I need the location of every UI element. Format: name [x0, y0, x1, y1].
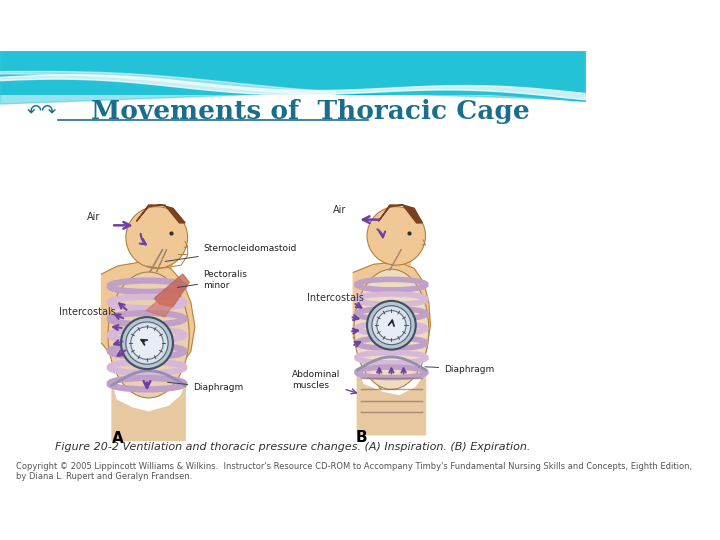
- Polygon shape: [354, 262, 431, 389]
- Text: Movements of  Thoracic Cage: Movements of Thoracic Cage: [91, 99, 529, 124]
- Text: Air: Air: [86, 212, 100, 221]
- Text: Diaphragm: Diaphragm: [425, 364, 495, 374]
- Polygon shape: [379, 205, 422, 223]
- Polygon shape: [102, 262, 195, 392]
- Polygon shape: [357, 370, 426, 435]
- Text: Air: Air: [333, 205, 346, 215]
- Text: Diaphragm: Diaphragm: [168, 382, 243, 392]
- Polygon shape: [136, 205, 185, 223]
- Polygon shape: [112, 386, 185, 441]
- Ellipse shape: [354, 269, 429, 389]
- Circle shape: [372, 306, 411, 345]
- Circle shape: [121, 317, 173, 369]
- Circle shape: [131, 327, 163, 359]
- Text: Intercostals: Intercostals: [307, 293, 364, 303]
- FancyBboxPatch shape: [0, 91, 585, 489]
- Text: ↶↷: ↶↷: [27, 102, 57, 120]
- Circle shape: [126, 207, 188, 268]
- Circle shape: [126, 322, 168, 364]
- Text: Abdominal
muscles: Abdominal muscles: [292, 370, 356, 394]
- Polygon shape: [146, 286, 181, 317]
- Text: Sternocleidomastoid: Sternocleidomastoid: [165, 244, 297, 261]
- Polygon shape: [142, 254, 174, 272]
- Circle shape: [367, 207, 426, 265]
- Text: B: B: [356, 430, 367, 445]
- Circle shape: [377, 310, 406, 340]
- Polygon shape: [154, 274, 189, 307]
- FancyBboxPatch shape: [0, 51, 585, 96]
- Ellipse shape: [108, 272, 189, 398]
- Text: Pectoralis
minor: Pectoralis minor: [177, 271, 247, 290]
- Text: Copyright © 2005 Lippincott Williams & Wilkins.  Instructor's Resource CD-ROM to: Copyright © 2005 Lippincott Williams & W…: [17, 462, 693, 481]
- Polygon shape: [382, 252, 413, 270]
- Circle shape: [367, 301, 415, 349]
- Text: Intercostals: Intercostals: [59, 307, 116, 316]
- Text: A: A: [112, 431, 124, 447]
- Text: Figure 20-2 Ventilation and thoracic pressure changes. (A) Inspiration. (B) Expi: Figure 20-2 Ventilation and thoracic pre…: [55, 442, 530, 452]
